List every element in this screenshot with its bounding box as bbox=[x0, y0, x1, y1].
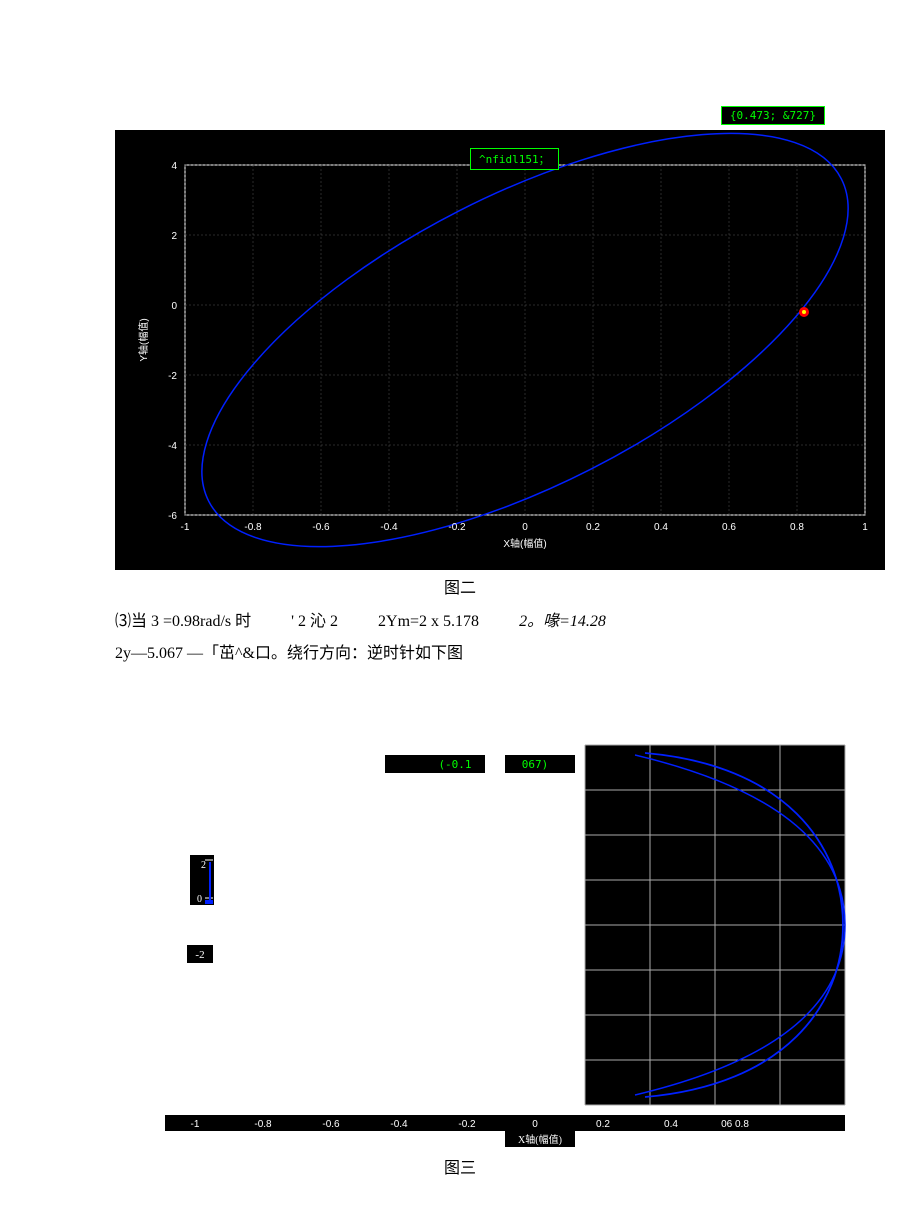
svg-text:0: 0 bbox=[522, 522, 528, 533]
text-frag-2: ' 2 沁 2 bbox=[291, 606, 338, 638]
y-axis-label: Y轴(幅值) bbox=[137, 318, 150, 361]
text-line-2: 2y—5.067 —「茁^&口。绕行方向：逆时针如下图 bbox=[115, 638, 805, 670]
datatip-coords: {0.473; &727} bbox=[721, 106, 825, 125]
right-panel bbox=[585, 745, 845, 1105]
svg-text:4: 4 bbox=[171, 161, 177, 172]
svg-text:-0.8: -0.8 bbox=[254, 1119, 272, 1130]
svg-text:-2: -2 bbox=[168, 371, 177, 382]
figure-3-container: (-0.1 067) 2 0 -2 bbox=[115, 720, 885, 1150]
svg-text:2: 2 bbox=[201, 860, 206, 871]
figure-3-plot: (-0.1 067) 2 0 -2 bbox=[115, 720, 885, 1150]
svg-text:-0.2: -0.2 bbox=[448, 522, 466, 533]
body-paragraph: ⑶当 3 =0.98rad/s 时 ' 2 沁 2 2Ym=2 x 5.178 … bbox=[115, 606, 805, 670]
svg-text:06 0.8: 06 0.8 bbox=[721, 1119, 749, 1130]
datatip-title: ^nfidl151； bbox=[470, 148, 559, 170]
svg-text:0.8: 0.8 bbox=[790, 522, 804, 533]
svg-text:-0.8: -0.8 bbox=[244, 522, 262, 533]
y-tick-fragment-neg2: -2 bbox=[187, 945, 213, 963]
svg-text:0.2: 0.2 bbox=[586, 522, 600, 533]
figure-2-caption: 图二 bbox=[0, 574, 920, 598]
svg-text:067): 067) bbox=[522, 758, 549, 771]
datatip-left: (-0.1 bbox=[385, 755, 485, 773]
y-tick-fragment-2: 2 0 bbox=[190, 855, 214, 905]
text-frag-1: ⑶当 3 =0.98rad/s 时 bbox=[115, 606, 251, 638]
svg-text:0.2: 0.2 bbox=[596, 1119, 610, 1130]
svg-text:0.4: 0.4 bbox=[654, 522, 668, 533]
svg-text:1: 1 bbox=[862, 522, 868, 533]
svg-text:-0.6: -0.6 bbox=[322, 1119, 340, 1130]
svg-text:-2: -2 bbox=[195, 949, 204, 961]
text-line-1: ⑶当 3 =0.98rad/s 时 ' 2 沁 2 2Ym=2 x 5.178 … bbox=[115, 606, 805, 638]
svg-text:0.4: 0.4 bbox=[664, 1119, 678, 1130]
svg-text:0: 0 bbox=[197, 894, 202, 905]
svg-text:0: 0 bbox=[171, 301, 177, 312]
svg-text:-1: -1 bbox=[191, 1119, 200, 1130]
svg-text:-0.4: -0.4 bbox=[390, 1119, 408, 1130]
svg-text:-1: -1 bbox=[181, 522, 190, 533]
x-axis-label-2: X轴(幅值) bbox=[518, 1133, 562, 1146]
text-frag-4: 2。喙=14.28 bbox=[519, 606, 606, 638]
figure-3-caption: 图三 bbox=[0, 1154, 920, 1178]
text-frag-3: 2Ym=2 x 5.178 bbox=[378, 606, 479, 638]
svg-text:-4: -4 bbox=[168, 441, 177, 452]
marker-point bbox=[799, 307, 809, 317]
svg-text:0.6: 0.6 bbox=[722, 522, 736, 533]
svg-text:-0.4: -0.4 bbox=[380, 522, 398, 533]
x-axis-label: X轴(幅值) bbox=[503, 537, 546, 550]
svg-text:0: 0 bbox=[532, 1119, 538, 1130]
datatip-right: 067) bbox=[505, 755, 575, 773]
svg-text:-6: -6 bbox=[168, 511, 177, 522]
svg-text:-0.6: -0.6 bbox=[312, 522, 330, 533]
svg-text:(-0.1: (-0.1 bbox=[438, 758, 471, 771]
svg-text:-0.2: -0.2 bbox=[458, 1119, 476, 1130]
svg-text:2: 2 bbox=[171, 231, 177, 242]
figure-2-container: {0.473; &727} ^nfidl151； bbox=[115, 130, 885, 570]
page-root: {0.473; &727} ^nfidl151； bbox=[0, 130, 920, 1178]
figure-2-plot: -1 -0.8 -0.6 -0.4 -0.2 0 0.2 0.4 0.6 0.8… bbox=[115, 130, 885, 570]
